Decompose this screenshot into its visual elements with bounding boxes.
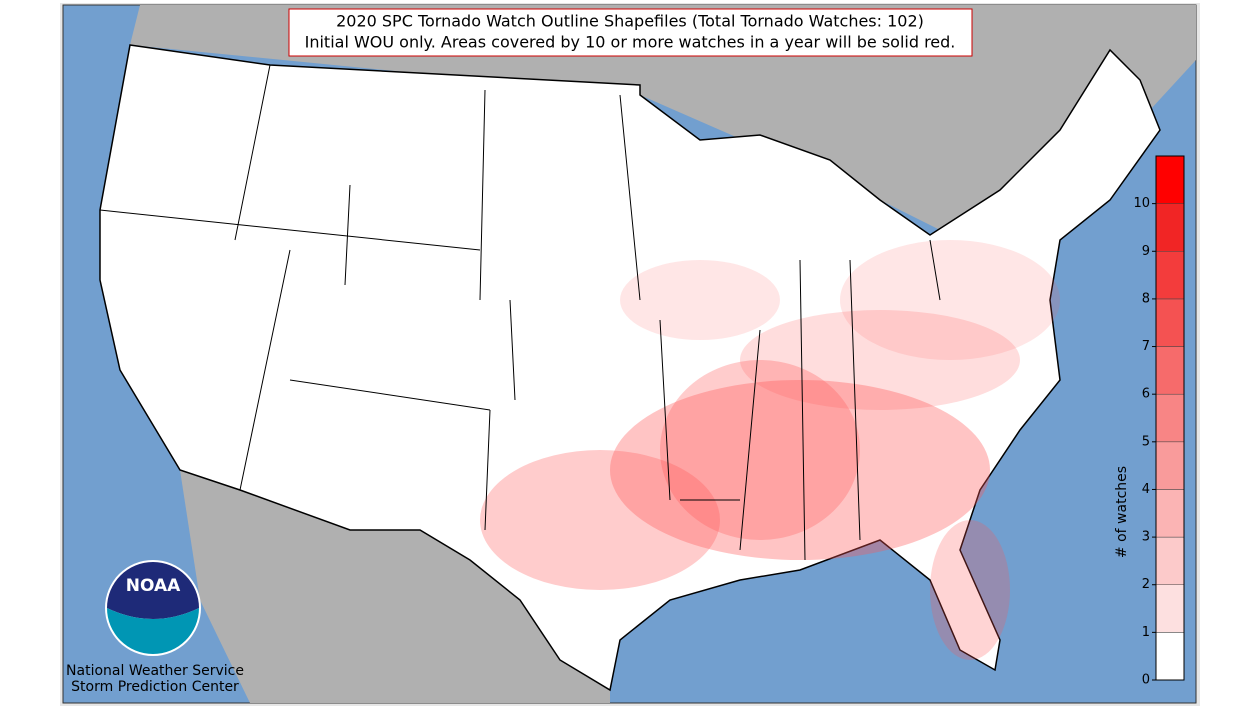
colorbar-tick-label: 6 [1142,387,1150,402]
colorbar-band [1155,155,1185,204]
colorbar-tick-label: 2 [1142,577,1150,592]
colorbar-band [1155,632,1185,681]
colorbar-tick-label: 0 [1142,673,1150,688]
credit: Storm Prediction Center [71,679,239,695]
colorbar-band [1155,441,1185,490]
colorbar-band [1155,251,1185,300]
credit: National Weather Service [66,663,244,679]
title-box [288,8,973,57]
colorbar-tick-label: 3 [1142,530,1150,545]
colorbar-band [1155,536,1185,585]
logo-text: NOAA [126,576,181,596]
title: 2020 SPC Tornado Watch Outline Shapefile… [336,12,924,31]
mexico [180,470,610,703]
colorbar-tick-label: 5 [1142,434,1150,449]
colorbar-tick-label: 8 [1142,291,1150,306]
usa [99,44,1161,692]
colorbar-band [1155,489,1185,538]
colorbar-outline [1155,155,1185,681]
colorbar: 0 1 2 3 4 5 6 7 8 9 10 [1133,155,1185,688]
subtitle: Initial WOU only. Areas covered by 10 or… [305,33,956,52]
colorbar-tick-label: 7 [1142,339,1150,354]
colorbar-tick-label: 1 [1142,625,1150,640]
colorbar-band [1155,346,1185,395]
noaa-logo: NOAA [105,560,201,656]
state-lines [99,64,941,561]
colorbar-tick-label: 9 [1142,244,1150,259]
colorbar-band [1155,584,1185,633]
colorbar-tick-label: 10 [1133,196,1150,211]
colorbar-tick-label: 4 [1142,482,1150,497]
colorbar-band [1155,203,1185,252]
watch-shading [480,240,1060,660]
colorbar-band [1155,393,1185,443]
canada [130,5,1196,240]
colorbar-band [1155,298,1185,347]
colorbar-label: # of watches [1114,466,1130,558]
